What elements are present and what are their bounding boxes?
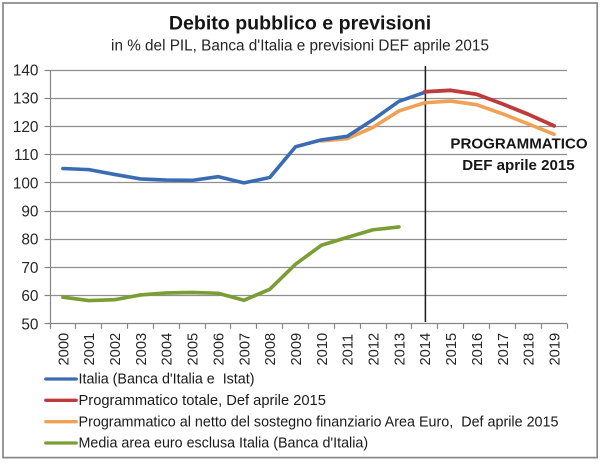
svg-text:2018: 2018 — [522, 333, 538, 366]
svg-text:DEF aprile 2015: DEF aprile 2015 — [462, 157, 574, 174]
svg-text:2015: 2015 — [444, 333, 460, 366]
svg-text:Debito pubblico e previsioni: Debito pubblico e previsioni — [169, 13, 431, 35]
svg-text:2019: 2019 — [547, 333, 563, 366]
svg-text:in % del PIL, Banca d'Italia e: in % del PIL, Banca d'Italia e prevision… — [111, 38, 489, 55]
svg-text:120: 120 — [13, 119, 39, 136]
svg-text:2012: 2012 — [367, 333, 383, 366]
svg-text:50: 50 — [21, 316, 38, 333]
svg-text:130: 130 — [13, 91, 39, 108]
svg-text:100: 100 — [13, 175, 39, 192]
svg-text:2013: 2013 — [392, 333, 408, 366]
svg-text:2008: 2008 — [263, 333, 279, 366]
svg-text:2004: 2004 — [160, 333, 176, 366]
svg-text:2000: 2000 — [56, 333, 72, 366]
svg-text:2003: 2003 — [134, 333, 150, 366]
svg-text:2005: 2005 — [186, 333, 202, 366]
svg-text:2006: 2006 — [211, 333, 227, 366]
svg-text:PROGRAMMATICO: PROGRAMMATICO — [450, 136, 587, 153]
svg-text:2014: 2014 — [418, 333, 434, 366]
svg-text:2016: 2016 — [470, 333, 486, 366]
svg-text:80: 80 — [21, 232, 38, 249]
svg-text:2009: 2009 — [289, 333, 305, 366]
svg-text:2002: 2002 — [108, 333, 124, 366]
svg-text:2010: 2010 — [315, 333, 331, 366]
svg-text:Programmatico totale, Def apri: Programmatico totale, Def aprile 2015 — [79, 393, 326, 409]
svg-text:60: 60 — [21, 288, 38, 305]
svg-text:140: 140 — [13, 62, 39, 79]
svg-text:2017: 2017 — [496, 333, 512, 366]
svg-text:2011: 2011 — [341, 334, 357, 366]
svg-text:110: 110 — [14, 147, 39, 164]
svg-text:Italia (Banca d'Italia e Ista: Italia (Banca d'Italia e Istat) — [79, 372, 255, 388]
svg-text:Programmatico al netto del sos: Programmatico al netto del sostegno fina… — [79, 414, 559, 430]
svg-text:90: 90 — [21, 204, 38, 221]
svg-text:70: 70 — [21, 260, 38, 277]
svg-text:Media area euro esclusa Italia: Media area euro esclusa Italia (Banca d'… — [79, 436, 369, 452]
svg-text:2001: 2001 — [82, 333, 98, 366]
svg-text:2007: 2007 — [237, 333, 253, 366]
